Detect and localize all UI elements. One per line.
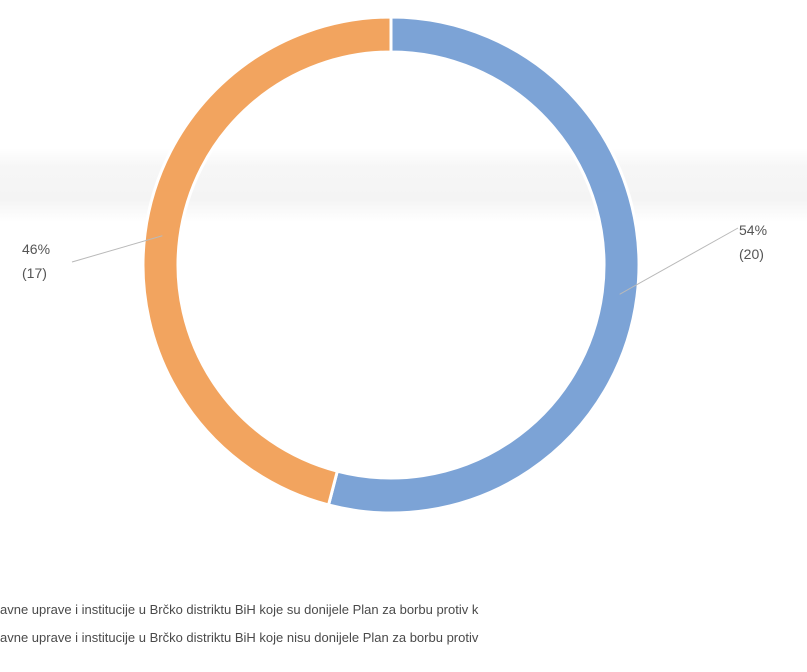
data-labels: 54% (20) 46% (17)	[22, 222, 767, 281]
donut-slices	[141, 15, 641, 515]
chart-legend: avne uprave i institucije u Brčko distri…	[0, 596, 807, 652]
legend-item-0: avne uprave i institucije u Brčko distri…	[0, 596, 807, 624]
scan-show-through	[0, 148, 807, 222]
legend-label-0: avne uprave i institucije u Brčko distri…	[0, 602, 479, 617]
legend-label-1: avne uprave i institucije u Brčko distri…	[0, 630, 479, 645]
data-label-count-0: (20)	[739, 246, 764, 262]
leader-line-0	[619, 227, 739, 295]
data-label-percent-0: 54%	[739, 222, 767, 238]
data-label-percent-1: 46%	[22, 241, 50, 257]
leader-lines	[71, 227, 739, 295]
donut-slice-1	[141, 15, 393, 507]
donut-slice-0	[326, 15, 641, 515]
data-label-count-1: (17)	[22, 265, 47, 281]
leader-line-1	[71, 235, 163, 263]
legend-item-1: avne uprave i institucije u Brčko distri…	[0, 624, 807, 652]
